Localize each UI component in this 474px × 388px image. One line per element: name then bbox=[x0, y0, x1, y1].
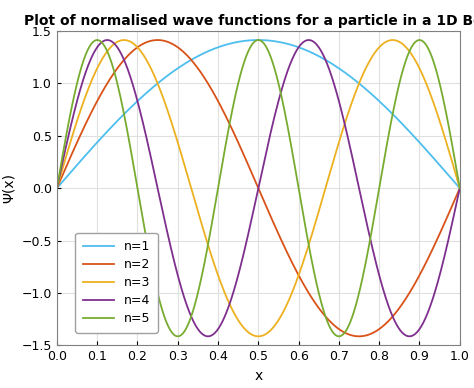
n=3 bbox=[232, 312, 237, 317]
n=1 bbox=[369, 92, 374, 96]
n=3 bbox=[331, 155, 337, 160]
Y-axis label: Ψ(x): Ψ(x) bbox=[2, 173, 16, 203]
n=2 bbox=[218, 103, 223, 107]
n=2 bbox=[376, 327, 382, 331]
Line: n=5: n=5 bbox=[57, 40, 460, 336]
X-axis label: x: x bbox=[254, 369, 263, 383]
Line: n=1: n=1 bbox=[57, 40, 460, 188]
n=2 bbox=[331, 323, 337, 327]
n=2 bbox=[457, 186, 463, 191]
n=5 bbox=[175, 334, 181, 339]
n=3 bbox=[218, 279, 223, 284]
n=3 bbox=[255, 334, 261, 339]
n=5 bbox=[376, 186, 382, 191]
n=5 bbox=[54, 186, 60, 191]
n=1 bbox=[54, 186, 60, 191]
n=4 bbox=[407, 334, 412, 339]
n=1 bbox=[95, 139, 101, 144]
n=5 bbox=[331, 332, 337, 336]
n=4 bbox=[54, 186, 60, 191]
n=4 bbox=[104, 38, 110, 42]
n=2 bbox=[155, 38, 161, 42]
n=4 bbox=[331, 81, 337, 86]
Title: Plot of normalised wave functions for a particle in a 1D Box: Plot of normalised wave functions for a … bbox=[25, 14, 474, 28]
Line: n=2: n=2 bbox=[57, 40, 460, 336]
Line: n=4: n=4 bbox=[57, 40, 460, 336]
n=3 bbox=[95, 64, 101, 69]
n=1 bbox=[376, 98, 382, 103]
n=3 bbox=[457, 186, 463, 191]
n=5 bbox=[232, 94, 238, 99]
n=3 bbox=[121, 38, 127, 42]
n=4 bbox=[218, 323, 223, 328]
n=5 bbox=[96, 38, 101, 43]
n=4 bbox=[369, 242, 374, 246]
n=3 bbox=[369, 55, 375, 59]
n=2 bbox=[232, 133, 237, 137]
n=2 bbox=[95, 97, 101, 102]
n=3 bbox=[376, 45, 382, 50]
n=4 bbox=[232, 285, 237, 290]
n=5 bbox=[94, 38, 100, 42]
n=2 bbox=[369, 331, 375, 336]
n=2 bbox=[356, 334, 362, 339]
n=4 bbox=[457, 186, 463, 191]
n=3 bbox=[54, 186, 60, 191]
n=1 bbox=[457, 186, 463, 191]
n=1 bbox=[231, 40, 237, 45]
n=4 bbox=[376, 271, 382, 276]
n=4 bbox=[95, 44, 101, 48]
Legend: n=1, n=2, n=3, n=4, n=5: n=1, n=2, n=3, n=4, n=5 bbox=[75, 233, 158, 333]
n=5 bbox=[218, 171, 223, 176]
n=1 bbox=[331, 63, 337, 68]
n=1 bbox=[217, 44, 223, 49]
n=1 bbox=[255, 38, 261, 42]
n=5 bbox=[369, 228, 375, 232]
Line: n=3: n=3 bbox=[57, 40, 460, 336]
n=2 bbox=[54, 186, 60, 191]
n=5 bbox=[457, 186, 463, 191]
